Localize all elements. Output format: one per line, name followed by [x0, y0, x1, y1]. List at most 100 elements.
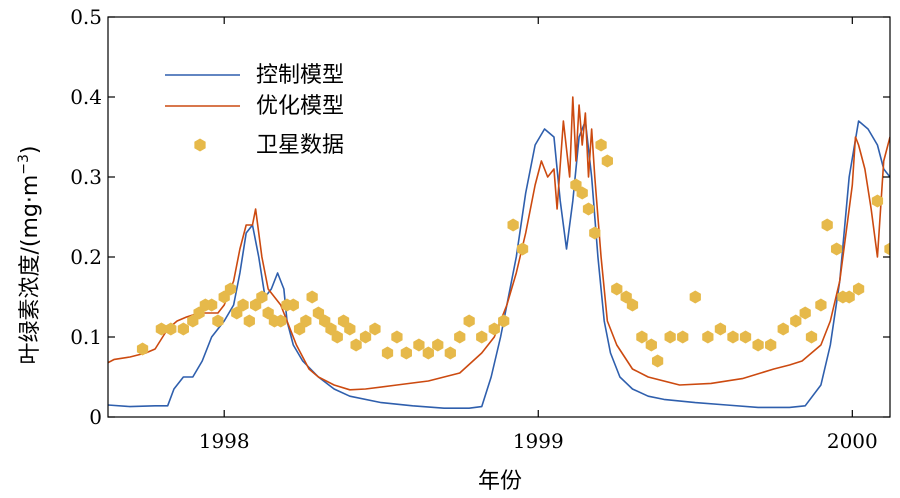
- satellite-data-point: [582, 202, 595, 216]
- satellite-data-point: [243, 314, 255, 328]
- satellite-data-point: [231, 306, 243, 320]
- satellite-data-point: [507, 218, 519, 232]
- satellite-data-point: [576, 186, 588, 200]
- satellite-data-point: [432, 338, 444, 352]
- satellite-data-point: [488, 322, 500, 336]
- plot-frame: [107, 16, 891, 418]
- y-axis-label-main: 叶绿素浓度/(mg·m: [18, 175, 43, 365]
- satellite-data-point: [312, 306, 325, 320]
- satellite-data-point: [516, 242, 529, 256]
- y-axis-label-superscript: −3: [16, 154, 32, 175]
- satellite-data-point: [275, 314, 287, 328]
- satellite-data-point: [444, 346, 456, 360]
- satellite-data-point: [651, 354, 664, 368]
- satellite-data-point: [620, 290, 632, 304]
- y-tick-label: 0.2: [70, 245, 102, 269]
- satellite-data-point: [852, 282, 865, 296]
- satellite-data-point: [413, 338, 425, 352]
- satellite-data-point: [777, 322, 789, 336]
- satellite-data-point: [293, 322, 306, 336]
- satellite-data-point: [224, 282, 237, 296]
- satellite-data-point: [381, 346, 394, 360]
- satellite-data-point: [454, 330, 466, 344]
- control-model-line: [108, 120, 890, 409]
- satellite-data-point: [830, 242, 843, 256]
- satellite-data-point: [237, 298, 249, 312]
- satellite-data-point: [790, 314, 802, 328]
- x-tick-label: 2000: [827, 429, 878, 453]
- satellite-data-point: [422, 346, 434, 360]
- satellite-data-point: [337, 314, 350, 328]
- satellite-data-point: [476, 330, 488, 344]
- satellite-data-point: [319, 314, 331, 328]
- satellite-data-point: [391, 330, 403, 344]
- satellite-data-point: [155, 322, 168, 336]
- y-tick-label: 0.5: [70, 5, 102, 29]
- satellite-data-point: [595, 138, 607, 152]
- series-layer: [108, 96, 890, 409]
- x-tick-label: 1999: [513, 429, 564, 453]
- satellite-data-point: [765, 338, 777, 352]
- satellite-data-point: [799, 306, 811, 320]
- y-tick-label: 0.1: [70, 325, 102, 349]
- legend-background: [155, 52, 390, 164]
- satellite-data-point: [498, 314, 510, 328]
- satellite-data-point: [306, 290, 318, 304]
- satellite-data-point: [325, 322, 337, 336]
- satellite-data-point: [400, 346, 412, 360]
- satellite-data-point: [589, 226, 601, 240]
- satellite-data-point: [821, 218, 833, 232]
- satellite-data-point: [350, 338, 362, 352]
- legend-label-control: 控制模型: [256, 63, 344, 88]
- satellite-data-point: [664, 330, 676, 344]
- satellite-data-point: [702, 330, 714, 344]
- satellite-data-point: [344, 322, 356, 336]
- satellite-data-point: [843, 290, 855, 304]
- satellite-data-point: [136, 342, 149, 356]
- y-tick-label: 0.3: [70, 165, 102, 189]
- x-axis-label: 年份: [478, 469, 522, 494]
- optimized-model-line: [108, 96, 890, 391]
- y-tick-label: 0.4: [70, 85, 102, 109]
- legend: 控制模型 优化模型 卫星数据: [155, 52, 390, 164]
- satellite-data-point: [331, 330, 343, 344]
- satellite-data-point: [626, 298, 639, 312]
- satellite-data-point: [645, 338, 657, 352]
- legend-label-optimized: 优化模型: [256, 94, 344, 119]
- satellite-data-point: [206, 298, 218, 312]
- satellite-data-point: [884, 242, 890, 256]
- satellite-data-point: [570, 178, 582, 192]
- x-tick-label: 1998: [199, 429, 250, 453]
- satellite-data-point: [187, 314, 199, 328]
- satellite-data-point: [165, 322, 177, 336]
- satellite-data-point: [256, 290, 268, 304]
- satellite-data-point: [752, 338, 764, 352]
- satellite-data-point: [193, 306, 205, 320]
- satellite-data-point: [611, 282, 623, 296]
- satellite-data-point: [871, 194, 884, 208]
- satellite-data-point: [727, 330, 739, 344]
- y-axis-label: 叶绿素浓度/(mg·m−3): [16, 145, 43, 364]
- satellite-data-point: [805, 330, 818, 344]
- satellite-data-point: [739, 330, 752, 344]
- satellite-data-point: [601, 154, 613, 168]
- y-axis-label-close: ): [18, 145, 43, 154]
- satellite-data-point: [689, 290, 701, 304]
- satellite-data-point: [677, 330, 689, 344]
- satellite-data-point: [300, 314, 312, 328]
- satellite-data-point: [218, 290, 230, 304]
- legend-swatch-satellite: [194, 138, 206, 152]
- satellite-data-point: [359, 330, 372, 344]
- satellite-data-point: [249, 298, 262, 312]
- satellite-data-point: [714, 322, 727, 336]
- satellite-data-point: [287, 298, 299, 312]
- y-tick-label: 0: [89, 405, 102, 429]
- satellite-data-point: [463, 314, 475, 328]
- legend-label-satellite: 卫星数据: [256, 133, 344, 158]
- satellite-data-point: [262, 306, 274, 320]
- axes-layer: 1998 1999 2000 0 0.1 0.2 0.3 0.4 0.5: [70, 5, 891, 453]
- satellite-data-point: [369, 322, 381, 336]
- satellite-data-point: [636, 330, 648, 344]
- satellite-data-point: [177, 322, 189, 336]
